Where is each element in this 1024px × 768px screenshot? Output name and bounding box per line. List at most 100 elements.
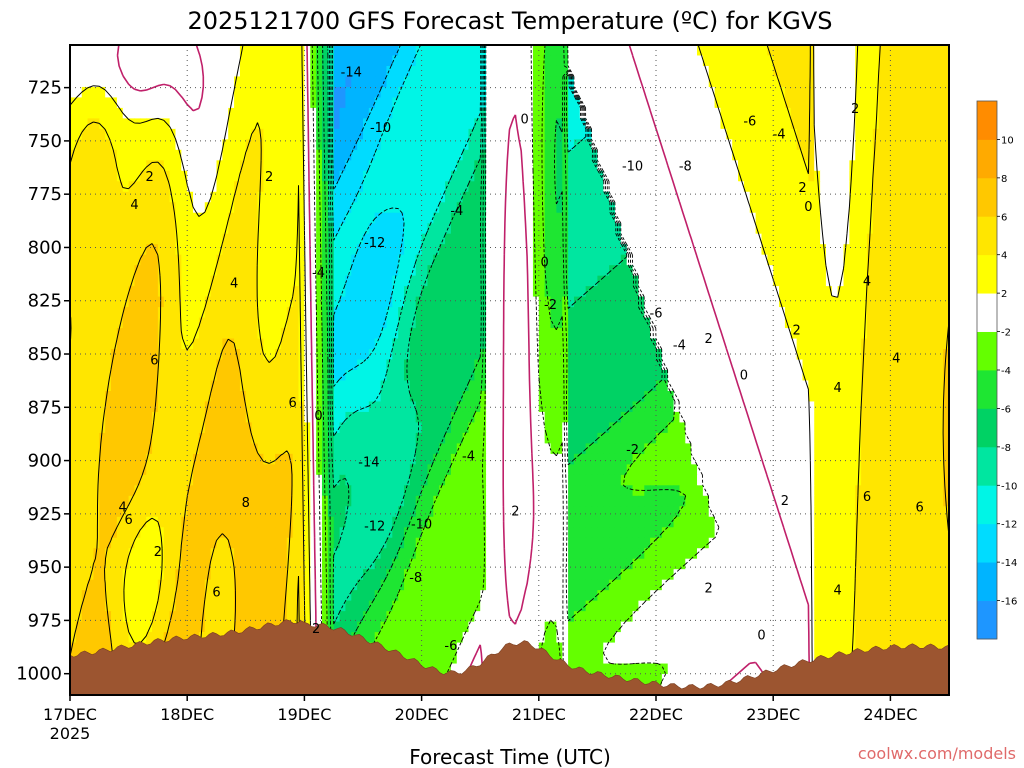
field-cell	[333, 76, 341, 88]
field-cell	[234, 55, 241, 67]
field-cell	[866, 296, 874, 308]
field-cell	[280, 275, 288, 287]
field-cell	[497, 118, 505, 130]
field-cell	[122, 254, 130, 266]
field-cell	[919, 233, 927, 245]
field-cell	[550, 359, 557, 371]
field-cell	[81, 254, 89, 266]
field-cell	[761, 296, 768, 308]
field-cell	[210, 223, 218, 235]
field-cell	[193, 107, 200, 119]
field-cell	[855, 160, 862, 172]
field-cell	[210, 380, 218, 392]
field-cell	[93, 296, 100, 308]
field-cell	[808, 128, 815, 140]
field-cell	[597, 317, 604, 329]
field-cell	[93, 118, 100, 130]
field-cell	[427, 380, 434, 392]
field-cell	[825, 370, 833, 382]
field-cell	[116, 286, 124, 298]
field-cell	[497, 223, 505, 235]
field-cell	[726, 212, 733, 224]
field-cell	[878, 349, 886, 361]
field-cell	[304, 244, 311, 256]
field-cell	[152, 45, 159, 57]
field-cell	[409, 328, 417, 340]
field-cell	[931, 223, 938, 235]
field-cell	[550, 275, 557, 287]
field-cell	[374, 97, 382, 109]
field-cell	[667, 128, 675, 140]
field-cell	[251, 265, 259, 277]
field-cell	[105, 349, 112, 361]
field-cell	[802, 244, 809, 256]
field-cell	[280, 65, 288, 78]
field-cell	[614, 118, 622, 130]
field-cell	[568, 118, 575, 130]
field-cell	[773, 118, 780, 130]
field-cell	[831, 317, 839, 329]
field-cell	[527, 244, 534, 256]
field-cell	[632, 149, 640, 161]
field-cell	[638, 160, 645, 172]
field-cell	[345, 149, 352, 161]
field-cell	[169, 55, 177, 67]
field-cell	[943, 286, 949, 298]
field-cell	[620, 380, 628, 392]
field-cell	[409, 45, 417, 57]
field-cell	[228, 45, 235, 57]
field-cell	[421, 370, 429, 382]
field-cell	[732, 338, 739, 350]
field-cell	[392, 338, 399, 350]
field-cell	[732, 149, 739, 161]
field-cell	[779, 265, 786, 277]
field-cell	[890, 170, 897, 182]
field-cell	[550, 307, 557, 319]
field-cell	[116, 338, 124, 350]
field-cell	[702, 128, 710, 140]
field-cell	[439, 265, 446, 277]
field-cell	[210, 244, 218, 256]
field-cell	[351, 45, 358, 57]
field-cell	[339, 76, 347, 88]
field-cell	[650, 370, 657, 382]
field-cell	[913, 118, 921, 130]
field-cell	[609, 307, 616, 319]
field-cell	[907, 212, 915, 224]
field-cell	[339, 170, 347, 182]
field-cell	[837, 45, 845, 57]
field-cell	[656, 55, 663, 67]
field-cell	[351, 328, 358, 340]
field-cell	[579, 170, 587, 182]
field-cell	[275, 338, 282, 350]
field-cell	[204, 390, 212, 403]
field-cell	[755, 181, 763, 193]
field-cell	[462, 286, 470, 298]
field-cell	[673, 244, 681, 256]
field-cell	[210, 191, 218, 203]
field-cell	[562, 275, 569, 287]
field-cell	[831, 349, 839, 361]
field-cell	[720, 233, 727, 245]
field-cell	[855, 380, 862, 392]
field-cell	[808, 223, 815, 235]
field-cell	[638, 244, 645, 256]
field-cell	[70, 160, 77, 172]
field-cell	[462, 55, 470, 67]
field-cell	[802, 97, 809, 109]
field-cell	[638, 55, 645, 67]
field-cell	[503, 55, 511, 67]
field-cell	[222, 191, 229, 203]
field-cell	[245, 76, 253, 88]
field-cell	[808, 212, 815, 224]
field-cell	[286, 328, 294, 340]
field-cell	[386, 233, 393, 245]
field-cell	[702, 359, 710, 371]
field-cell	[714, 338, 722, 350]
field-cell	[99, 349, 106, 361]
field-cell	[251, 307, 259, 319]
field-cell	[345, 107, 352, 119]
field-cell	[433, 65, 440, 78]
field-cell	[732, 76, 739, 88]
field-cell	[837, 307, 845, 319]
